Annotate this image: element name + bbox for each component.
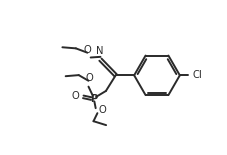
Text: O: O — [98, 105, 106, 115]
Text: O: O — [85, 73, 93, 83]
Text: O: O — [84, 45, 91, 55]
Text: P: P — [90, 94, 98, 104]
Text: Cl: Cl — [193, 70, 203, 80]
Text: N: N — [96, 46, 103, 56]
Text: O: O — [72, 91, 79, 101]
